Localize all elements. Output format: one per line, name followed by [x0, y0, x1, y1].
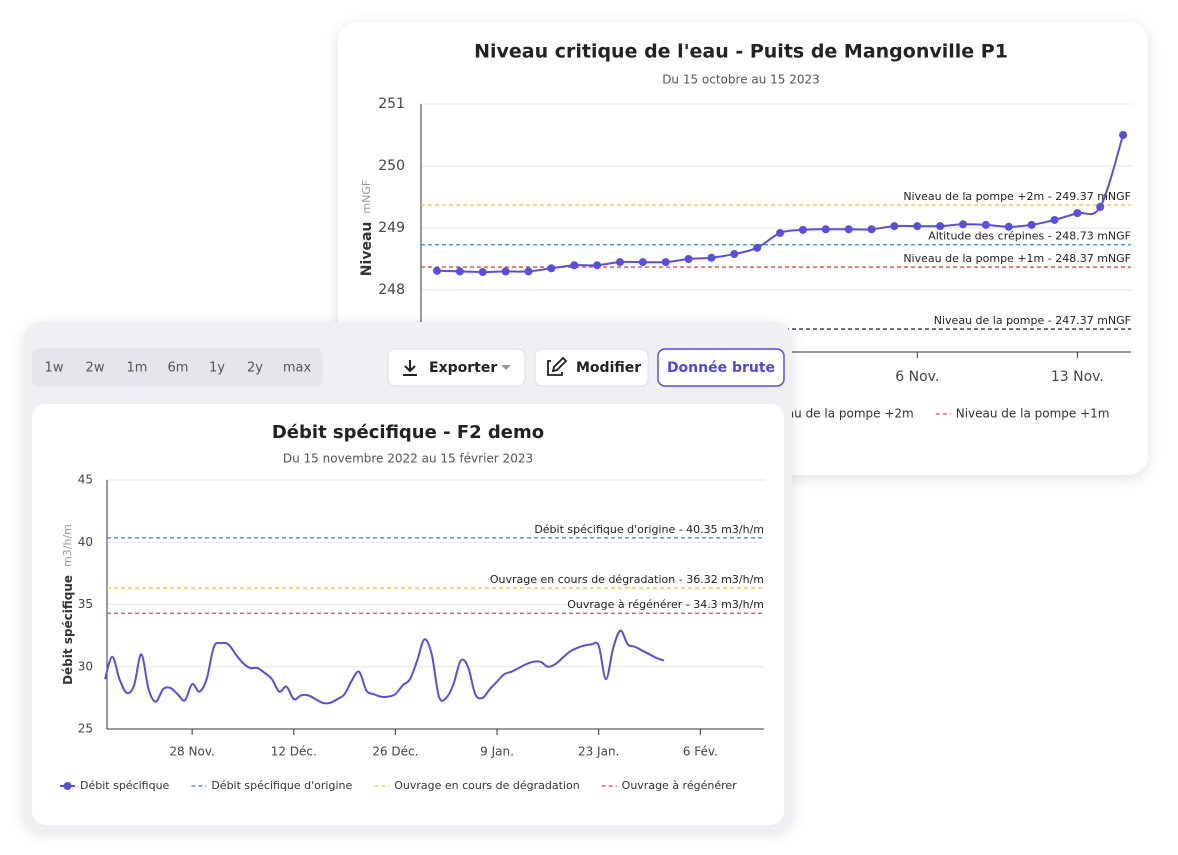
point [455, 267, 464, 276]
legend-label: Ouvrage en cours de dégradation [394, 779, 579, 792]
range-button[interactable]: 2y [247, 361, 263, 376]
point [615, 258, 624, 267]
point [433, 266, 441, 275]
point [753, 243, 762, 252]
point [524, 267, 533, 276]
point [730, 250, 739, 259]
point [821, 225, 830, 234]
threshold-label: Altitude des crépines - 248.73 mNGF [928, 230, 1131, 243]
y-tick-label: 248 [378, 282, 405, 298]
threshold-label: Niveau de la pompe +1m - 248.37 mNGF [903, 252, 1131, 265]
point [501, 267, 510, 276]
y-tick-label: 30 [78, 659, 93, 673]
legend-swatch-dot [63, 782, 72, 790]
x-tick-label: 28 Nov. [169, 745, 214, 759]
point [1073, 209, 1082, 218]
edit-label[interactable]: Modifier [576, 360, 641, 376]
threshold-label: Ouvrage à régénérer - 34.3 m3/h/m [567, 598, 764, 611]
range-button[interactable]: 1m [127, 361, 148, 376]
threshold-label: Niveau de la pompe +2m - 249.37 mNGF [903, 190, 1131, 203]
threshold-label: Ouvrage en cours de dégradation - 36.32 … [490, 573, 764, 586]
x-tick-label: 9 Jan. [480, 745, 514, 759]
y-tick-label: 35 [78, 597, 93, 611]
download-icon [403, 360, 417, 376]
raw-button[interactable]: Donnée brute [657, 348, 785, 387]
y-axis-title: Débit spécifique [61, 575, 75, 685]
point [798, 225, 807, 234]
export-button[interactable]: Exporter [387, 348, 526, 387]
raw-button-bg[interactable] [657, 348, 785, 387]
legend-label: Débit spécifique d'origine [211, 779, 352, 792]
point [661, 258, 670, 267]
point [1004, 222, 1013, 231]
point [638, 258, 647, 267]
point [478, 268, 487, 277]
range-button[interactable]: 2w [86, 361, 105, 376]
range-selector [32, 348, 323, 387]
chart-subtitle: Du 15 novembre 2022 au 15 février 2023 [283, 452, 533, 466]
y-tick-label: 25 [78, 722, 93, 736]
chart-subtitle: Du 15 octobre au 15 2023 [662, 73, 820, 87]
y-tick-label: 40 [78, 535, 93, 549]
point [959, 220, 968, 229]
x-tick-label: 6 Nov. [895, 369, 939, 385]
legend-label: Niveau de la pompe +2m [760, 407, 914, 421]
threshold-label: Niveau de la pompe - 247.37 mNGF [934, 314, 1131, 327]
series-line [104, 629, 665, 705]
x-tick-label: 23 Jan. [578, 745, 619, 759]
caret-icon [501, 365, 511, 370]
point [1050, 215, 1059, 224]
y-axis-label: Niveau mNGF [359, 180, 375, 276]
chart-title: Débit spécifique - F2 demo [272, 422, 544, 443]
point [684, 255, 693, 263]
y-axis-unit: mNGF [360, 180, 373, 214]
export-button-bg[interactable] [387, 348, 526, 387]
front-card [32, 404, 784, 825]
point [547, 264, 556, 273]
x-tick-label: 6 Fév. [683, 745, 718, 759]
range-button[interactable]: 6m [168, 361, 189, 376]
y-axis-unit: m3/h/m [61, 524, 74, 567]
threshold-label: Débit spécifique d'origine - 40.35 m3/h/… [534, 523, 764, 536]
point [844, 225, 853, 234]
x-tick-label: 12 Déc. [271, 745, 317, 759]
point [593, 261, 602, 270]
raw-label[interactable]: Donnée brute [667, 360, 775, 376]
point [1119, 131, 1128, 139]
y-tick-label: 249 [378, 220, 405, 236]
front-panel-group: 1w 2w 1m 6m 1y 2y max Exporter Modifier … [24, 322, 792, 830]
export-label[interactable]: Exporter [429, 360, 497, 376]
pencil-icon [547, 356, 568, 376]
range-button[interactable]: 1y [209, 361, 225, 376]
point [1096, 202, 1105, 211]
x-tick-label: 26 Déc. [372, 745, 418, 759]
point [867, 225, 876, 234]
y-axis-label: Débit spécifique m3/h/m [61, 524, 75, 685]
y-tick-label: 45 [78, 473, 93, 487]
range-button[interactable]: max [283, 361, 312, 376]
point [913, 222, 922, 231]
x-tick-label: 13 Nov. [1051, 369, 1104, 385]
point [707, 253, 716, 262]
point [890, 222, 899, 231]
range-button[interactable]: 1w [45, 361, 64, 376]
y-axis-title: Niveau [359, 222, 375, 277]
point [936, 222, 945, 231]
point [776, 228, 785, 237]
y-tick-label: 250 [378, 158, 405, 174]
chart-title: Niveau critique de l'eau - Puits de Mang… [474, 41, 1008, 63]
point [570, 261, 579, 270]
legend-label: Niveau de la pompe +1m [956, 407, 1110, 421]
legend-label: Ouvrage à régénérer [622, 779, 737, 792]
legend-label: Débit spécifique [80, 779, 170, 792]
edit-button[interactable]: Modifier [534, 348, 649, 387]
point [1027, 220, 1036, 229]
point [981, 220, 990, 229]
y-tick-label: 251 [378, 96, 405, 112]
